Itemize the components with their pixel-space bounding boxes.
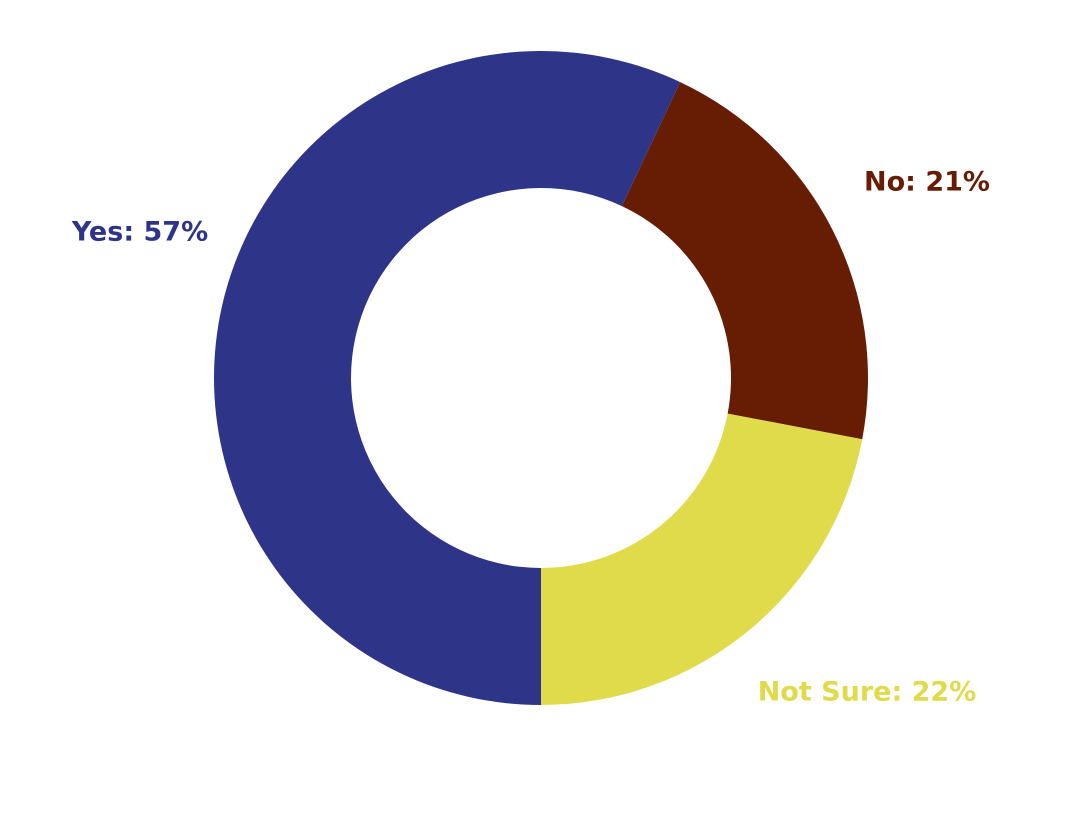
donut-slice <box>541 413 863 705</box>
slice-label: Not Sure: 22% <box>758 677 977 708</box>
donut-slice <box>214 50 681 705</box>
slice-label: Yes: 57% <box>71 217 208 248</box>
donut-slice <box>621 82 868 440</box>
slice-label: No: 21% <box>864 167 990 198</box>
